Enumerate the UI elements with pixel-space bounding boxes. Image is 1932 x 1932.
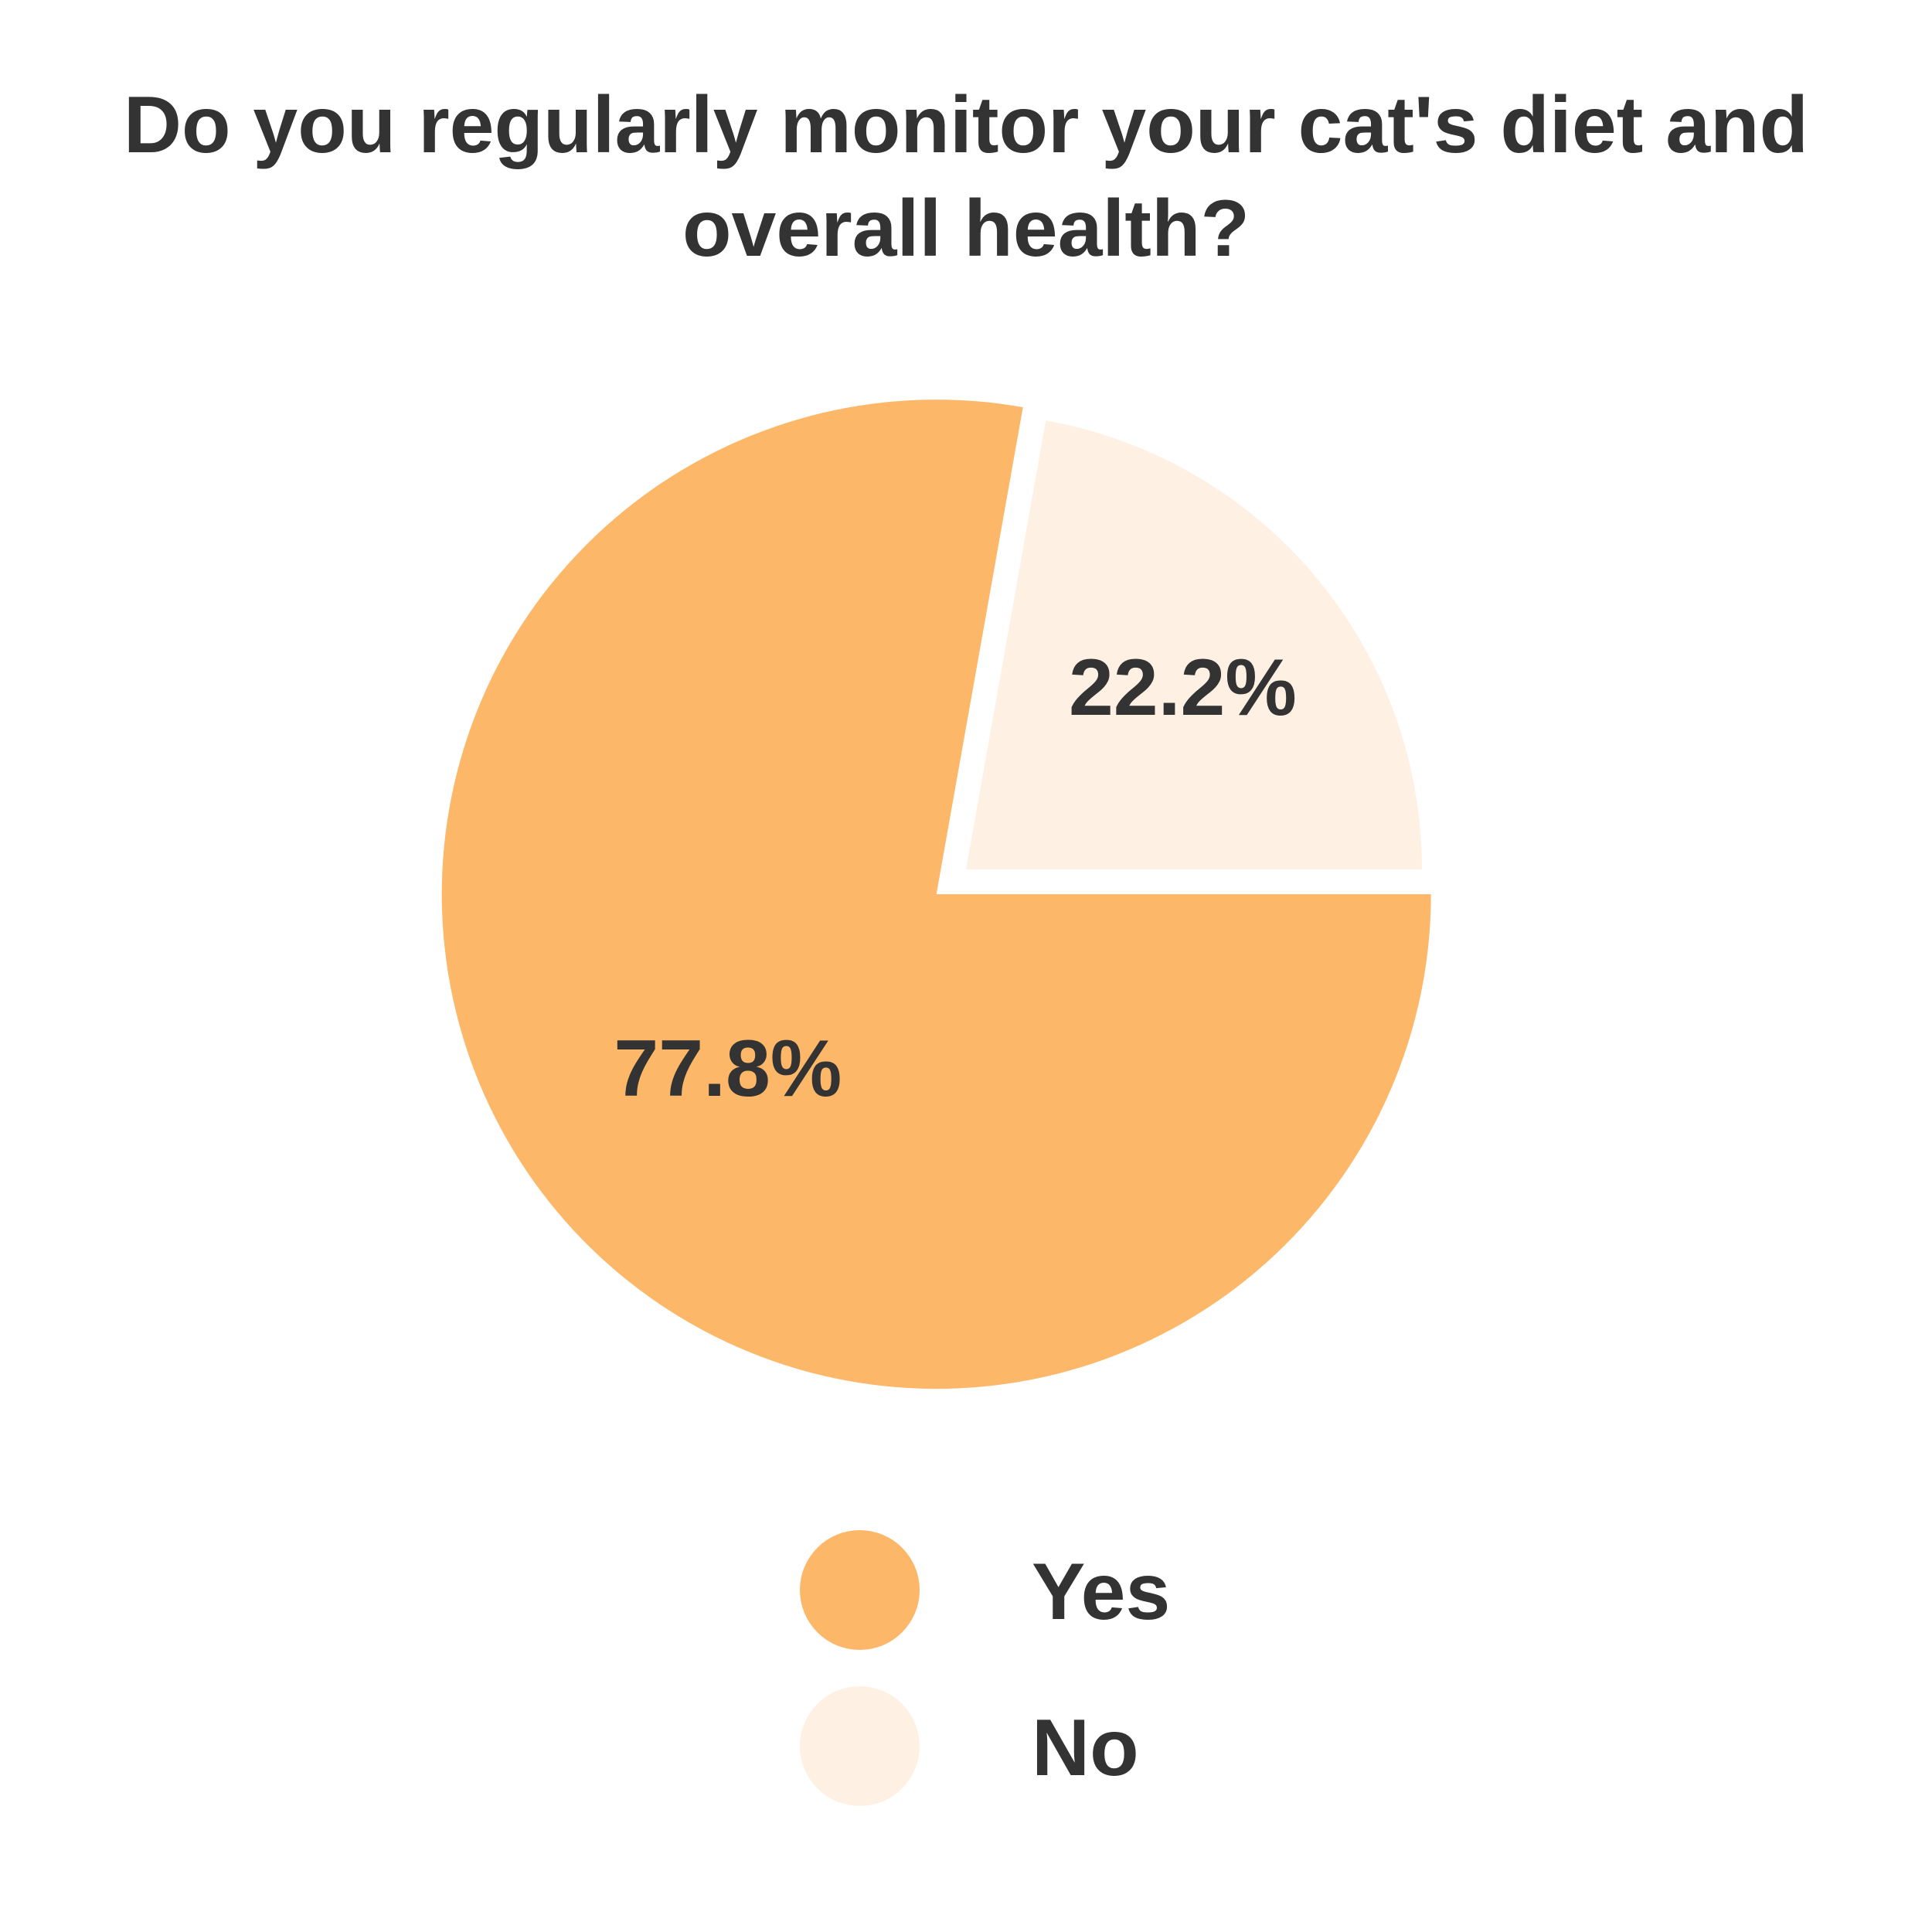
legend-swatch-no [800, 1686, 920, 1806]
legend-item-no[interactable]: No [800, 1686, 1264, 1842]
legend: Yes No [800, 1530, 1264, 1842]
legend-swatch-yes [800, 1530, 920, 1650]
legend-label-no: No [1032, 1703, 1139, 1793]
slice-label-yes: 77.8% [614, 1024, 842, 1114]
pie-slice-yes[interactable] [441, 400, 1431, 1389]
pie-slice-no[interactable] [966, 420, 1422, 869]
legend-label-yes: Yes [1032, 1547, 1171, 1637]
chart-title: Do you regularly monitor your cat's diet… [123, 80, 1809, 274]
legend-item-yes[interactable]: Yes [800, 1530, 1264, 1686]
slice-label-no: 22.2% [1069, 643, 1297, 733]
